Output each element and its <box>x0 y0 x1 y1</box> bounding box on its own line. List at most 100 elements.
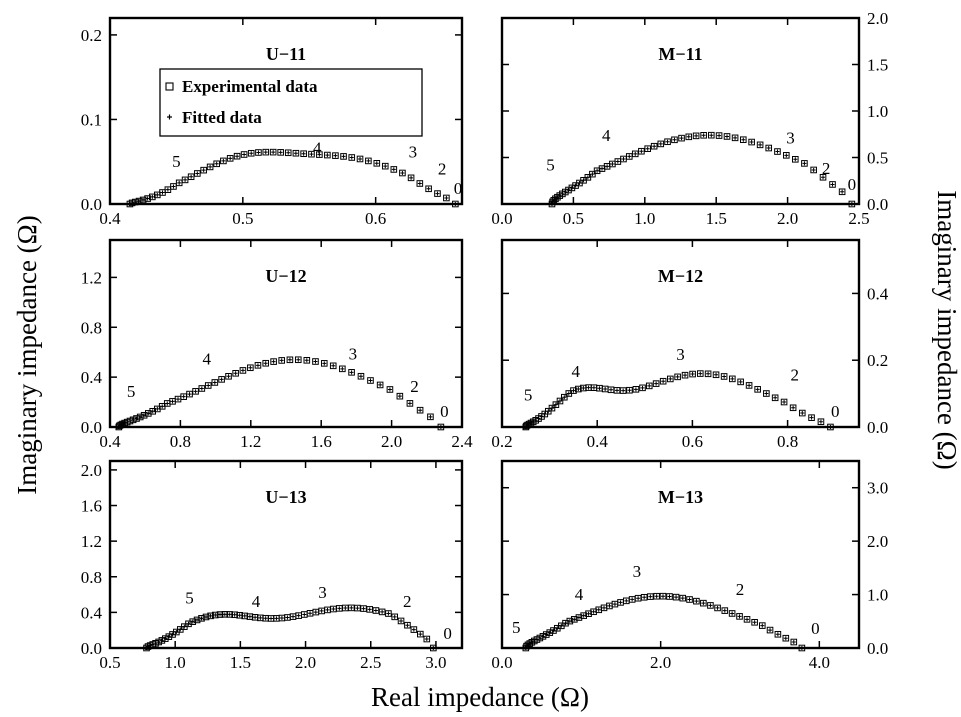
y-tick-label: 0.1 <box>81 110 102 129</box>
fitted-point <box>809 415 814 420</box>
fitted-point <box>317 152 322 157</box>
fitted-point <box>766 146 771 151</box>
fitted-point <box>811 167 816 172</box>
fitted-point <box>214 161 219 166</box>
experimental-point <box>373 160 381 167</box>
fitted-point <box>387 387 392 392</box>
fitted-point <box>193 389 198 394</box>
experimental-point <box>745 382 753 389</box>
experimental-point <box>312 358 319 365</box>
legend-marker-fitted <box>167 114 172 120</box>
y-tick-label: 0.0 <box>81 639 102 658</box>
fitted-point <box>683 373 688 378</box>
experimental-point <box>696 370 704 377</box>
frequency-annotation: 3 <box>318 583 327 602</box>
experimental-point <box>728 610 736 617</box>
fitted-point <box>355 606 360 611</box>
y-tick-label: 1.5 <box>867 56 888 75</box>
fitted-point <box>791 405 796 410</box>
frequency-annotation: 3 <box>349 345 358 364</box>
experimental-point <box>565 186 572 194</box>
fitted-point <box>301 151 306 156</box>
experimental-point <box>790 638 798 646</box>
fitted-point <box>418 632 423 637</box>
experimental-point <box>639 384 646 392</box>
experimental-point <box>292 149 300 157</box>
fitted-point <box>308 611 313 616</box>
experimental-point <box>667 375 674 383</box>
panel-title: M−11 <box>658 44 702 64</box>
experimental-point <box>736 613 743 620</box>
fitted-point <box>247 614 252 619</box>
fitted-point <box>340 366 345 371</box>
experimental-point <box>644 145 651 152</box>
experimental-point <box>316 151 323 158</box>
x-tick-label: 0.2 <box>491 432 512 451</box>
fitted-point <box>380 609 385 614</box>
fitted-point <box>428 414 433 419</box>
experimental-point <box>320 360 328 367</box>
experimental-point <box>434 190 441 197</box>
fitted-point <box>296 613 301 618</box>
experimental-point <box>231 611 238 619</box>
fitted-point <box>749 140 754 145</box>
experimental-point <box>571 616 578 623</box>
experimental-point <box>737 378 744 386</box>
x-tick-label: 0.5 <box>563 209 584 228</box>
frequency-annotation: 0 <box>811 619 820 638</box>
experimental-point <box>247 149 255 157</box>
panel-title: U−12 <box>265 266 306 286</box>
experimental-point <box>165 633 173 640</box>
x-tick-label: 0.6 <box>365 209 386 228</box>
experimental-point <box>715 132 723 139</box>
experimental-point <box>672 593 680 601</box>
fitted-point <box>331 363 336 368</box>
fitted-point <box>714 372 719 377</box>
experimental-point <box>139 196 147 204</box>
legend-label-experimental: Experimental data <box>182 77 318 96</box>
panel-u-12: U−120.4 0.8 1.2 1.6 2.0 2.40.00.40.81.254 320 <box>81 238 473 451</box>
experimental-point <box>700 599 707 607</box>
plot-frame <box>500 459 861 650</box>
experimental-point <box>780 398 788 406</box>
fitted-point <box>392 614 397 619</box>
fitted-point <box>540 634 545 639</box>
fitted-point <box>256 150 261 155</box>
experimental-point <box>200 166 207 174</box>
fitted-point <box>773 395 778 400</box>
experimental-point <box>204 382 212 389</box>
fitted-point <box>694 133 699 138</box>
frequency-annotation: 0 <box>848 175 857 194</box>
fitted-point <box>624 598 629 603</box>
fitted-point <box>783 636 788 641</box>
experimental-point <box>801 160 808 167</box>
experimental-point <box>652 380 660 387</box>
fitted-point <box>177 180 182 185</box>
fitted-point <box>557 398 562 403</box>
fitted-point <box>654 381 659 386</box>
experimental-point <box>329 362 337 370</box>
experimental-point <box>751 618 758 626</box>
y-tick-label: 2.0 <box>867 9 888 28</box>
fitted-point <box>131 417 136 422</box>
fitted-point <box>600 166 605 171</box>
fitted-point <box>263 616 268 621</box>
fitted-point <box>722 374 727 379</box>
frequency-annotation: 5 <box>512 618 521 637</box>
experimental-point <box>294 356 302 364</box>
frequency-annotation: 4 <box>602 126 611 145</box>
experimental-point <box>406 400 414 407</box>
fitted-point <box>438 425 443 429</box>
fitted-point <box>667 594 672 599</box>
fitted-point <box>367 607 372 612</box>
y-tick-label: 0.0 <box>867 639 888 658</box>
fitted-point <box>349 370 354 375</box>
fitted-point <box>566 188 571 193</box>
y-tick-label: 1.6 <box>81 497 102 516</box>
experimental-point <box>185 620 192 628</box>
experimental-point <box>225 372 232 380</box>
x-tick-label: 0.5 <box>99 653 120 672</box>
fitted-point <box>642 595 647 600</box>
fitted-point <box>645 146 650 151</box>
experimental-point <box>552 401 560 408</box>
